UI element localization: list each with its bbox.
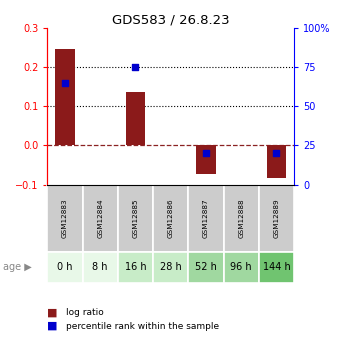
Bar (188, 252, 223, 283)
Bar (126, 92, 145, 146)
Bar (118, 252, 153, 283)
Bar (259, 252, 294, 283)
Text: log ratio: log ratio (66, 308, 104, 317)
Text: ■: ■ (47, 321, 58, 331)
Bar (188, 185, 223, 252)
Bar (82, 185, 118, 252)
Bar (223, 185, 259, 252)
Point (274, 150, 279, 156)
Bar (82, 252, 118, 283)
Text: GSM12888: GSM12888 (238, 199, 244, 238)
Text: GSM12887: GSM12887 (203, 199, 209, 238)
Bar (47, 185, 82, 252)
Text: 96 h: 96 h (231, 263, 252, 273)
Point (203, 150, 209, 156)
Bar (196, 146, 216, 174)
Text: age ▶: age ▶ (3, 263, 32, 273)
Text: 52 h: 52 h (195, 263, 217, 273)
Bar (153, 252, 188, 283)
Text: 16 h: 16 h (125, 263, 146, 273)
Title: GDS583 / 26.8.23: GDS583 / 26.8.23 (112, 13, 230, 27)
Point (62, 80, 68, 85)
Text: 0 h: 0 h (57, 263, 73, 273)
Bar (118, 185, 153, 252)
Text: 144 h: 144 h (263, 263, 290, 273)
Point (133, 64, 138, 70)
Text: GSM12886: GSM12886 (168, 199, 174, 238)
Text: GSM12884: GSM12884 (97, 199, 103, 238)
Text: 28 h: 28 h (160, 263, 182, 273)
Text: 8 h: 8 h (92, 263, 108, 273)
Bar (223, 252, 259, 283)
Bar (259, 185, 294, 252)
Text: GSM12889: GSM12889 (273, 199, 280, 238)
Text: ■: ■ (47, 307, 58, 317)
Bar (47, 252, 82, 283)
Text: percentile rank within the sample: percentile rank within the sample (66, 322, 219, 331)
Bar (153, 185, 188, 252)
Text: GSM12883: GSM12883 (62, 199, 68, 238)
Bar (55, 49, 75, 146)
Text: GSM12885: GSM12885 (132, 199, 139, 238)
Bar (267, 146, 286, 178)
